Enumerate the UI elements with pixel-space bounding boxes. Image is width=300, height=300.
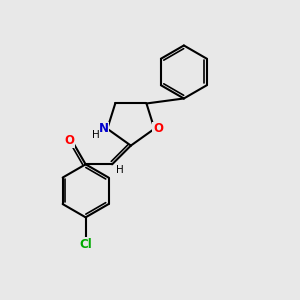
Text: Cl: Cl bbox=[79, 238, 92, 251]
Text: H: H bbox=[116, 165, 123, 175]
Text: O: O bbox=[64, 134, 74, 147]
Text: H: H bbox=[92, 130, 100, 140]
Text: O: O bbox=[153, 122, 163, 135]
Text: N: N bbox=[99, 122, 109, 135]
